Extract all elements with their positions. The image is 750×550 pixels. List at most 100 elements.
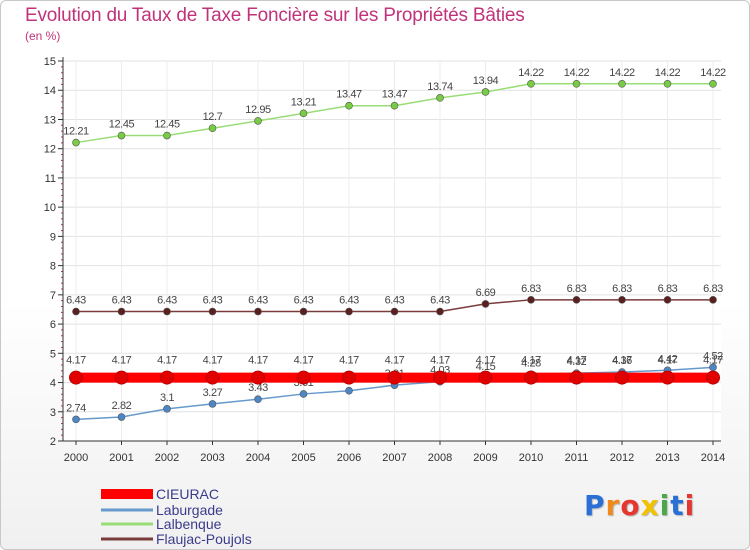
data-label-cieurac-2003: 4.17 — [203, 355, 223, 367]
data-label-lalbenque-2009: 13.94 — [473, 75, 499, 87]
point-flaujac-poujols-2003 — [208, 307, 217, 316]
xtick-label-2000: 2000 — [64, 452, 88, 464]
ytick-label-13: 13 — [44, 114, 56, 126]
data-label-cieurac-2014: 4.17 — [703, 355, 723, 367]
xtick-label-2010: 2010 — [519, 452, 543, 464]
point-flaujac-poujols-2012 — [618, 296, 626, 304]
point-laburgade-2001 — [117, 413, 126, 421]
xtick-label-2009: 2009 — [473, 452, 497, 464]
ytick-label-15: 15 — [44, 56, 56, 68]
point-cieurac-2009 — [478, 370, 493, 385]
point-flaujac-poujols-2014 — [709, 296, 717, 304]
data-label-flaujac-poujols-2006: 6.43 — [339, 295, 359, 307]
point-lalbenque-2009 — [481, 88, 490, 96]
legend-label-laburgade: Laburgade — [156, 502, 223, 518]
data-label-laburgade-2013: 4.42 — [658, 353, 678, 365]
data-label-cieurac-2005: 4.17 — [294, 355, 314, 367]
data-label-cieurac-2010: 4.17 — [521, 355, 541, 367]
point-flaujac-poujols-2004 — [254, 307, 262, 316]
data-label-cieurac-2000: 4.17 — [66, 355, 86, 367]
data-label-laburgade-2001: 2.82 — [112, 400, 132, 412]
point-cieurac-2002 — [160, 370, 174, 385]
point-cieurac-2001 — [114, 370, 129, 385]
xtick-label-2005: 2005 — [291, 452, 315, 464]
data-label-flaujac-poujols-2009: 6.69 — [476, 287, 496, 299]
point-lalbenque-2002 — [163, 131, 171, 140]
point-cieurac-2010 — [524, 370, 538, 385]
data-label-flaujac-poujols-2008: 6.43 — [430, 295, 450, 307]
data-label-lalbenque-2002: 12.45 — [154, 119, 180, 131]
logo-letter: t — [670, 489, 685, 522]
point-cieurac-2004 — [251, 370, 265, 385]
data-label-laburgade-2002: 3.1 — [160, 392, 174, 404]
data-label-laburgade-2000: 2.74 — [66, 402, 86, 414]
data-label-cieurac-2006: 4.17 — [339, 355, 359, 367]
data-label-lalbenque-2003: 12.7 — [203, 111, 223, 123]
data-label-flaujac-poujols-2002: 6.43 — [157, 295, 177, 307]
series-lalbenque: 12.21 12.45 12.45 12.7 12.95 13.21 13.47 13.47 1… — [63, 67, 726, 147]
point-lalbenque-2013 — [663, 80, 672, 88]
point-flaujac-poujols-2013 — [663, 296, 672, 304]
data-label-cieurac-2008: 4.17 — [430, 355, 450, 367]
data-label-flaujac-poujols-2012: 6.83 — [612, 283, 632, 295]
point-laburgade-2002 — [163, 405, 171, 413]
point-laburgade-2003 — [208, 400, 217, 408]
point-flaujac-poujols-2007 — [390, 307, 399, 316]
point-flaujac-poujols-2001 — [117, 307, 126, 316]
point-lalbenque-2004 — [254, 117, 262, 125]
data-label-cieurac-2007: 4.17 — [385, 355, 405, 367]
xtick-label-2001: 2001 — [109, 452, 133, 464]
point-flaujac-poujols-2002 — [163, 307, 171, 316]
ytick-label-10: 10 — [44, 202, 56, 214]
point-cieurac-2007 — [387, 370, 402, 385]
data-label-flaujac-poujols-2004: 6.43 — [248, 295, 268, 307]
ytick-label-7: 7 — [50, 290, 56, 302]
point-lalbenque-2014 — [709, 80, 717, 88]
legend-swatch-cieurac — [101, 489, 153, 499]
data-label-cieurac-2002: 4.17 — [157, 355, 177, 367]
point-flaujac-poujols-2008 — [436, 307, 444, 316]
xtick-label-2003: 2003 — [200, 452, 224, 464]
data-label-flaujac-poujols-2014: 6.83 — [703, 283, 723, 295]
point-lalbenque-2000 — [72, 138, 80, 147]
data-label-laburgade-2011: 4.32 — [567, 356, 587, 368]
data-label-lalbenque-2008: 13.74 — [427, 81, 453, 93]
data-label-cieurac-2004: 4.17 — [248, 355, 268, 367]
point-laburgade-2000 — [72, 415, 80, 424]
point-lalbenque-2012 — [618, 80, 626, 88]
point-cieurac-2008 — [433, 370, 447, 385]
data-label-lalbenque-2001: 12.45 — [109, 119, 135, 131]
series-cieurac: 4.17 4.17 4.17 4.17 4.17 4.17 4.17 4.17 4.17 4.17… — [66, 355, 724, 385]
ytick-label-12: 12 — [44, 144, 56, 156]
data-label-cieurac-2012: 4.17 — [612, 355, 632, 367]
xtick-label-2002: 2002 — [155, 452, 179, 464]
point-cieurac-2012 — [615, 370, 629, 385]
ytick-label-4: 4 — [50, 378, 56, 390]
chart-title: Evolution du Taux de Taxe Foncière sur l… — [25, 5, 525, 26]
ytick-label-6: 6 — [50, 319, 56, 331]
point-lalbenque-2010 — [527, 80, 535, 88]
xtick-label-2011: 2011 — [565, 452, 589, 464]
data-label-flaujac-poujols-2001: 6.43 — [112, 295, 132, 307]
logo-letter: i — [684, 489, 696, 522]
data-label-lalbenque-2006: 13.47 — [336, 89, 362, 101]
ytick-label-9: 9 — [50, 231, 56, 243]
legend-label-cieurac: CIEURAC — [156, 486, 219, 502]
point-laburgade-2006 — [345, 386, 353, 395]
proxiti-logo: Proxiti — [584, 489, 695, 522]
point-cieurac-2003 — [205, 370, 220, 385]
logo-letter: i — [659, 489, 671, 522]
ytick-label-14: 14 — [44, 85, 56, 97]
point-flaujac-poujols-2009 — [481, 300, 490, 308]
point-lalbenque-2006 — [345, 101, 353, 110]
logo-letter: r — [605, 489, 621, 522]
data-label-laburgade-2003: 3.27 — [203, 387, 223, 399]
data-label-lalbenque-2000: 12.21 — [63, 126, 89, 138]
data-label-cieurac-2011: 4.17 — [567, 355, 587, 367]
xtick-label-2008: 2008 — [428, 452, 452, 464]
legend-label-lalbenque: Lalbenque — [156, 516, 222, 532]
data-label-laburgade-2004: 3.43 — [248, 382, 268, 394]
point-cieurac-2013 — [660, 370, 675, 385]
data-label-lalbenque-2011: 14.22 — [564, 67, 590, 79]
